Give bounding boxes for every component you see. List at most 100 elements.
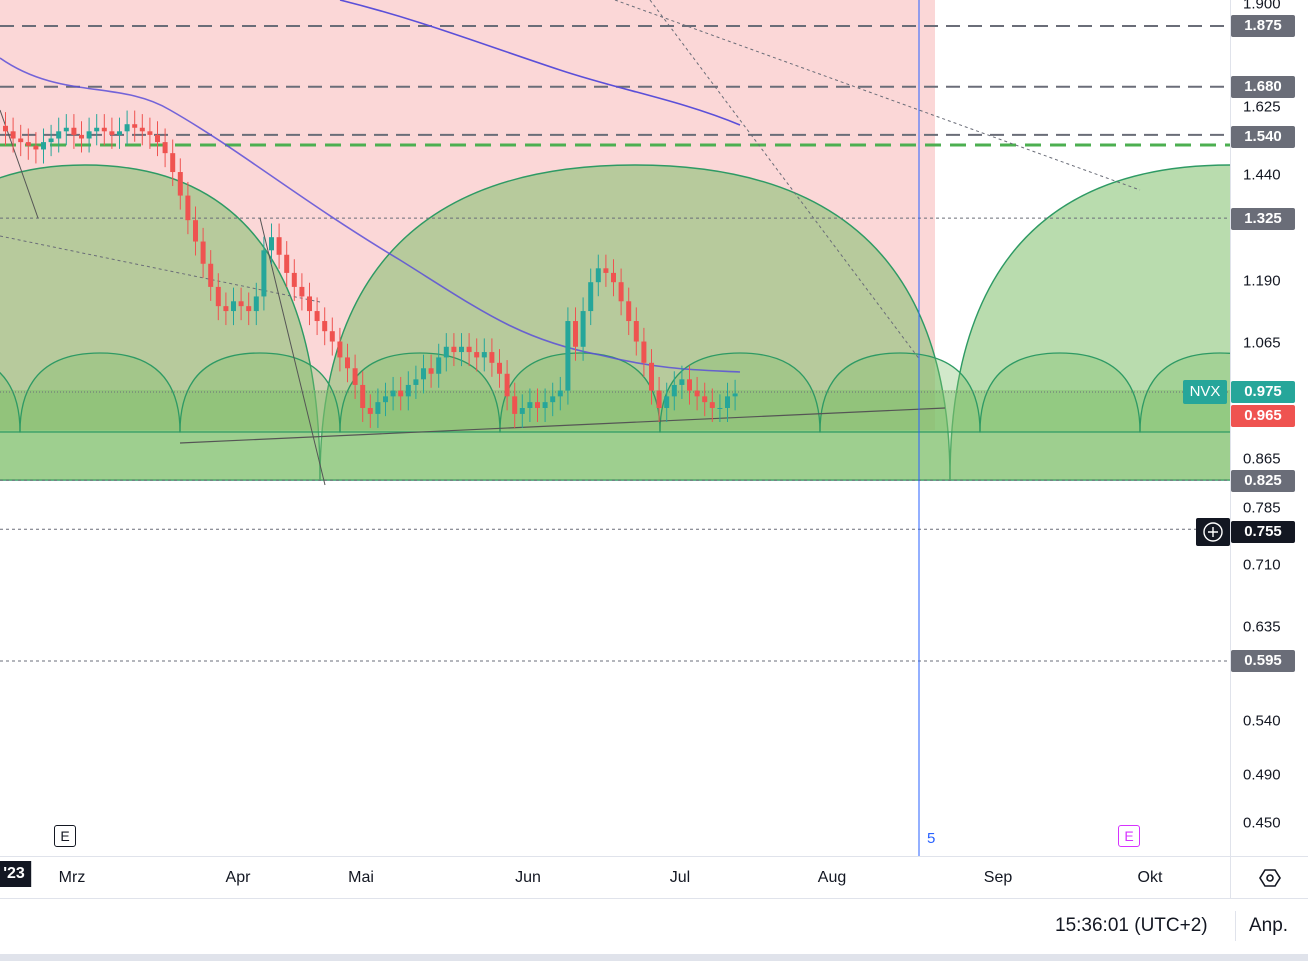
time-label: Jul bbox=[669, 869, 691, 886]
candle-body bbox=[405, 384, 411, 397]
candle-body bbox=[170, 153, 176, 173]
candle-body bbox=[101, 127, 107, 132]
status-bar: 15:36:01 (UTC+2) Anp. bbox=[0, 898, 1308, 955]
candle-body bbox=[573, 321, 578, 347]
candle-body bbox=[542, 402, 548, 408]
candle-body bbox=[86, 131, 92, 139]
candle-body bbox=[71, 127, 77, 135]
candle-body bbox=[162, 142, 168, 154]
candle-body bbox=[139, 127, 145, 132]
candle-body bbox=[375, 402, 381, 414]
crosshair-plus-icon[interactable] bbox=[1196, 518, 1230, 546]
candle-body bbox=[497, 362, 502, 374]
candle-body bbox=[656, 390, 662, 408]
price-label: 0.965 bbox=[1231, 405, 1295, 427]
candle-body bbox=[345, 357, 350, 369]
candle-body bbox=[611, 272, 616, 283]
candle-body bbox=[519, 407, 525, 414]
candle-body bbox=[284, 254, 290, 273]
candle-body bbox=[580, 311, 586, 347]
divider bbox=[1235, 911, 1236, 941]
candle-body bbox=[223, 306, 229, 312]
candle-body bbox=[367, 407, 373, 414]
price-label: 0.825 bbox=[1231, 470, 1295, 492]
candle-body bbox=[421, 368, 426, 380]
candle-body bbox=[390, 390, 396, 397]
price-label: 1.325 bbox=[1231, 208, 1295, 230]
price-axis[interactable]: 1.900 1.625 1.440 1.190 1.065 0.865 0.785 0.710… bbox=[1230, 0, 1308, 856]
candle-body bbox=[550, 396, 556, 403]
price-label: 1.540 bbox=[1231, 126, 1295, 148]
candle-body bbox=[109, 131, 115, 135]
candle-body bbox=[25, 142, 31, 146]
price-label: 0.975 bbox=[1231, 381, 1295, 403]
candle-body bbox=[618, 282, 624, 302]
price-tick: 0.865 bbox=[1243, 450, 1281, 468]
candle-body bbox=[193, 220, 198, 242]
price-label: 0.755 bbox=[1231, 521, 1295, 543]
candle-body bbox=[732, 393, 738, 397]
candle-body bbox=[352, 368, 358, 385]
candle-body bbox=[664, 396, 670, 408]
candle-body bbox=[383, 396, 388, 403]
time-axis[interactable]: '23 Mrz Apr Mai Jun Jul Aug Sep Okt bbox=[0, 856, 1230, 899]
candle-body bbox=[291, 272, 297, 287]
candle-body bbox=[428, 368, 434, 374]
candle-body bbox=[246, 306, 252, 312]
candle-body bbox=[94, 127, 100, 132]
candle-body bbox=[443, 346, 449, 358]
price-tick: 1.440 bbox=[1243, 166, 1281, 184]
candle-body bbox=[413, 379, 419, 385]
settings-icon[interactable] bbox=[1259, 867, 1281, 889]
price-label: 1.875 bbox=[1231, 15, 1295, 37]
candle-body bbox=[155, 134, 160, 143]
earnings-badge-sep[interactable]: E bbox=[1118, 825, 1140, 847]
symbol-label: NVX bbox=[1183, 380, 1227, 404]
earnings-badge-mar[interactable]: E bbox=[54, 825, 76, 847]
candle-body bbox=[466, 346, 472, 353]
candle-body bbox=[200, 241, 206, 264]
candle-body bbox=[208, 263, 214, 287]
chart-pane[interactable]: E E 5 bbox=[0, 0, 1230, 856]
time-label: Jun bbox=[515, 869, 541, 886]
candle-body bbox=[18, 138, 24, 143]
support-zone bbox=[0, 390, 1230, 480]
time-label: Mrz bbox=[58, 869, 86, 886]
cycle-arc-small bbox=[0, 371, 21, 433]
candle-body bbox=[649, 362, 654, 391]
candle-body bbox=[398, 390, 404, 397]
candle-body bbox=[725, 396, 730, 408]
candle-body bbox=[177, 172, 183, 196]
time-label: Sep bbox=[983, 869, 1013, 886]
candle-body bbox=[117, 131, 122, 135]
candle-body bbox=[147, 131, 153, 135]
candle-body bbox=[694, 390, 700, 397]
candle-body bbox=[307, 296, 312, 312]
price-tick: 0.490 bbox=[1243, 766, 1281, 784]
candle-body bbox=[33, 145, 39, 150]
candle-body bbox=[261, 250, 267, 297]
candle-body bbox=[360, 384, 366, 408]
candle-body bbox=[124, 124, 130, 132]
candle-body bbox=[48, 138, 54, 143]
trendline bbox=[0, 235, 321, 303]
moving-average-lower bbox=[0, 57, 741, 373]
adjust-button[interactable]: Anp. bbox=[1249, 915, 1289, 936]
candle-body bbox=[702, 396, 708, 403]
candle-body bbox=[314, 311, 320, 322]
time-label: Aug bbox=[817, 869, 847, 886]
candle-body bbox=[337, 341, 343, 358]
candle-body bbox=[215, 286, 221, 307]
candle-body bbox=[63, 127, 69, 132]
price-chart[interactable] bbox=[0, 0, 1230, 856]
candle-body bbox=[253, 296, 259, 312]
candle-body bbox=[451, 346, 457, 353]
candle-body bbox=[687, 379, 692, 391]
candle-body bbox=[10, 131, 16, 139]
time-label: '23 bbox=[0, 861, 31, 887]
chart-settings[interactable] bbox=[1230, 856, 1308, 899]
bottom-strip bbox=[0, 954, 1308, 961]
trendline bbox=[259, 217, 326, 486]
clock-time[interactable]: 15:36:01 (UTC+2) bbox=[1055, 915, 1208, 936]
price-tick: 1.900 bbox=[1243, 0, 1281, 13]
